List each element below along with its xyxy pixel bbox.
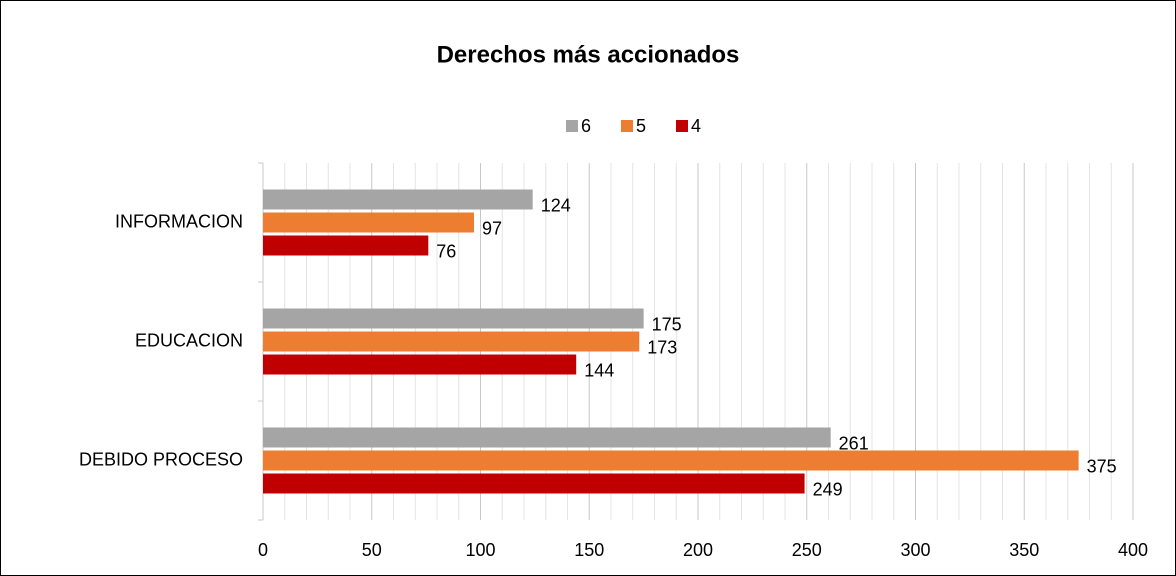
bar: [263, 212, 474, 233]
data-label: 375: [1087, 456, 1117, 476]
x-tick-label: 350: [1009, 540, 1039, 560]
x-tick-label: 50: [362, 540, 382, 560]
y-tick-label: EDUCACION: [135, 330, 243, 350]
data-label: 144: [584, 360, 614, 380]
legend-swatch: [676, 120, 688, 132]
chart-title: Derechos más accionados: [437, 41, 740, 68]
legend-label: 5: [636, 116, 646, 136]
legend-label: 4: [691, 116, 701, 136]
data-label: 97: [482, 218, 502, 238]
bar: [263, 308, 644, 329]
x-tick-label: 250: [792, 540, 822, 560]
bar: [263, 189, 533, 210]
x-tick-label: 400: [1118, 540, 1148, 560]
bar: [263, 427, 831, 448]
data-label: 76: [436, 241, 456, 261]
data-label: 173: [647, 337, 677, 357]
x-tick-label: 300: [900, 540, 930, 560]
data-label: 124: [541, 195, 571, 215]
data-label: 261: [839, 433, 869, 453]
x-tick-label: 150: [574, 540, 604, 560]
x-tick-label: 200: [683, 540, 713, 560]
data-label: 175: [652, 314, 682, 334]
bar: [263, 354, 577, 375]
legend-label: 6: [581, 116, 591, 136]
bar: [263, 450, 1079, 471]
x-tick-label: 0: [258, 540, 268, 560]
x-tick-label: 100: [465, 540, 495, 560]
data-label: 249: [813, 479, 843, 499]
bar: [263, 331, 640, 352]
legend-swatch: [621, 120, 633, 132]
legend-swatch: [566, 120, 578, 132]
y-tick-label: DEBIDO PROCESO: [79, 449, 243, 469]
y-tick-label: INFORMACION: [115, 211, 243, 231]
bar: [263, 235, 429, 256]
bar: [263, 473, 805, 494]
